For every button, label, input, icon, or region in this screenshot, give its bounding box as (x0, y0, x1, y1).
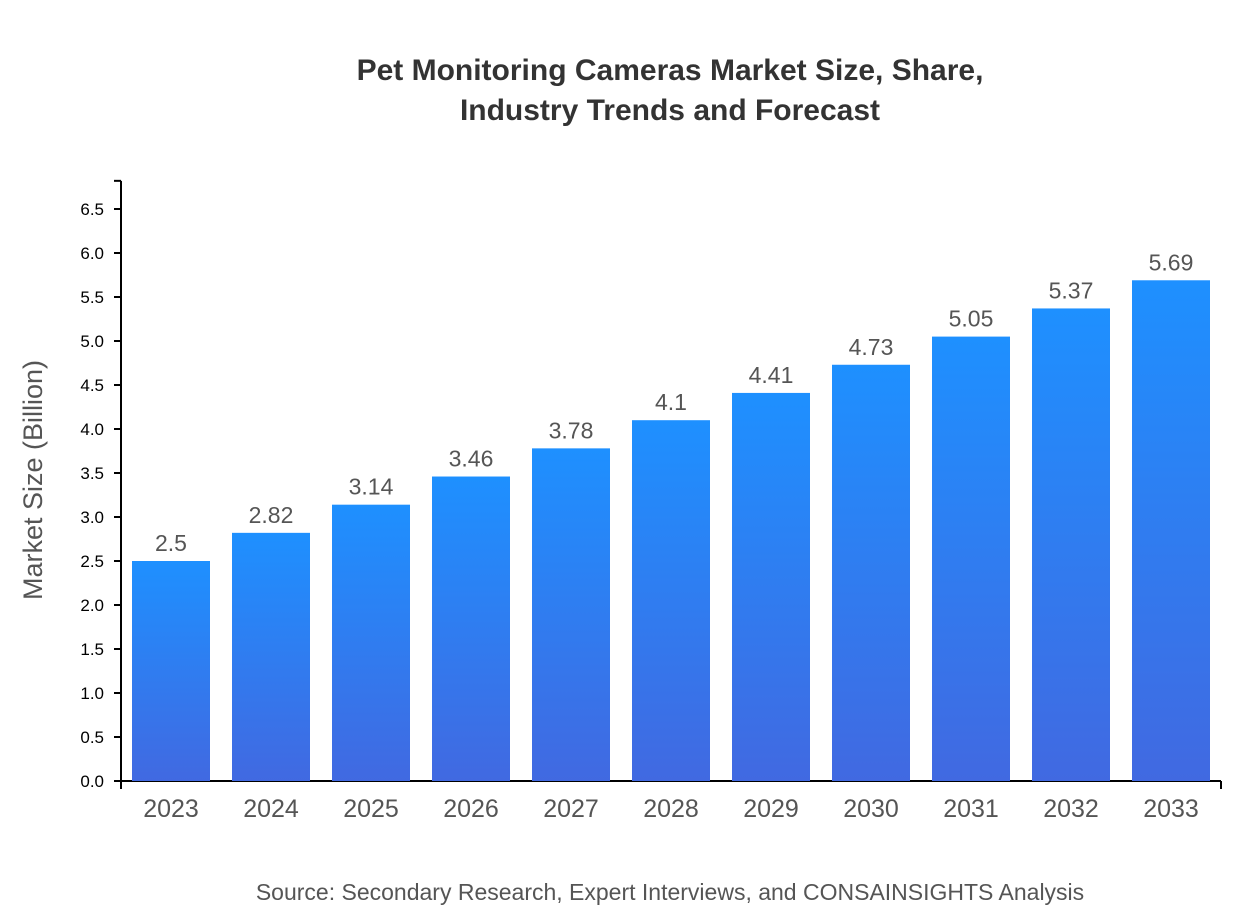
x-tick-label: 2033 (1143, 795, 1199, 823)
x-tick-label: 2024 (243, 795, 299, 823)
x-tick-label: 2025 (343, 795, 399, 823)
bar-2029 (732, 392, 810, 781)
bar-2030 (832, 364, 910, 781)
y-tick-label: 5.5 (80, 288, 104, 307)
y-tick-label: 0.5 (80, 728, 104, 747)
y-tick-label: 2.5 (80, 552, 104, 571)
x-axis: 2023 2024 2025 2026 2027 2028 2029 2030 2031 2032… (120, 780, 1222, 823)
x-tick-label: 2026 (443, 795, 499, 823)
y-tick-label: 1.0 (80, 684, 104, 703)
x-tick-label: 2031 (943, 795, 999, 823)
bar-2026 (432, 476, 510, 781)
bar-value-label: 3.46 (449, 446, 494, 472)
bar-2024 (232, 532, 310, 781)
y-tick-label: 1.5 (80, 640, 104, 659)
bars: 2.5 2.82 3.14 3.46 3.78 4.1 4.41 4.73 5.05 5.37 5.… (132, 249, 1210, 781)
bar-value-label: 5.05 (949, 306, 994, 332)
y-tick-label: 2.0 (80, 596, 104, 615)
bar-value-label: 3.14 (349, 474, 394, 500)
chart-title-line-2: Industry Trends and Forecast (460, 94, 880, 127)
y-tick-label: 3.0 (80, 508, 104, 527)
source-note: Source: Secondary Research, Expert Inter… (256, 879, 1084, 905)
x-tick-label: 2029 (743, 795, 799, 823)
bar-value-label: 4.41 (749, 362, 794, 388)
bar-2027 (532, 448, 610, 781)
bar-value-label: 4.73 (849, 334, 894, 360)
y-tick-label: 5.0 (80, 332, 104, 351)
bar-value-label: 2.82 (249, 502, 294, 528)
bar-value-label: 3.78 (549, 417, 594, 443)
y-tick-label: 6.5 (80, 200, 104, 219)
bar-2023 (132, 561, 210, 781)
bar-2033 (1132, 280, 1210, 781)
bar-2032 (1032, 308, 1110, 781)
y-axis: 0.0 0.5 1.0 1.5 2.0 2.5 3.0 3.5 4.0 4.5 5.0 5.5 6.0 6… (80, 179, 122, 791)
x-tick-label: 2030 (843, 795, 899, 823)
bar-value-label: 4.1 (655, 389, 687, 415)
y-axis-label: Market Size (Billion) (18, 360, 48, 600)
x-tick-label: 2032 (1043, 795, 1099, 823)
bar-2028 (632, 420, 710, 781)
y-tick-label: 3.5 (80, 464, 104, 483)
x-tick-label: 2028 (643, 795, 699, 823)
y-tick-label: 0.0 (80, 772, 104, 791)
chart-title-line-1: Pet Monitoring Cameras Market Size, Shar… (357, 54, 984, 87)
bar-2031 (932, 336, 1010, 781)
bar-2025 (332, 504, 410, 781)
bar-value-label: 5.69 (1149, 249, 1194, 275)
bar-value-label: 5.37 (1049, 277, 1094, 303)
bar-value-label: 2.5 (155, 530, 187, 556)
y-tick-label: 4.0 (80, 420, 104, 439)
x-tick-label: 2023 (143, 795, 199, 823)
x-tick-label: 2027 (543, 795, 599, 823)
y-tick-label: 6.0 (80, 244, 104, 263)
y-tick-label: 4.5 (80, 376, 104, 395)
